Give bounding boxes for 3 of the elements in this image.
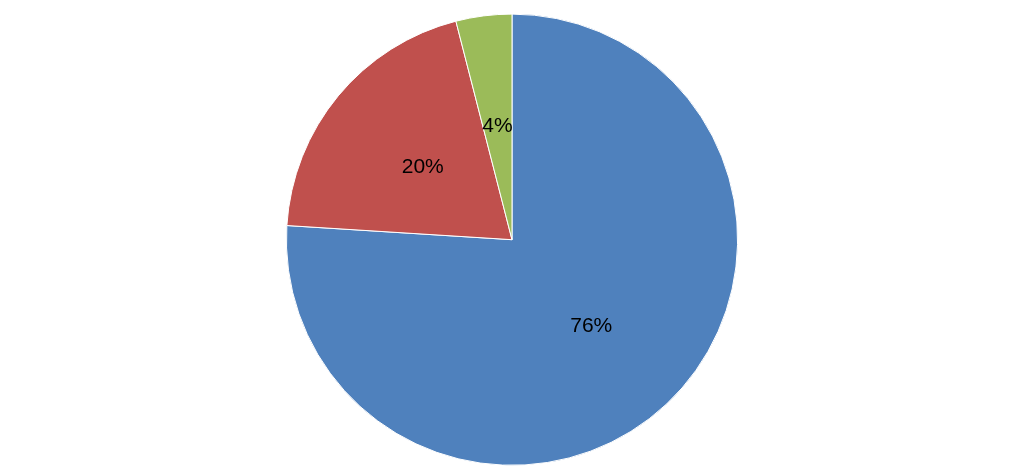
data-label: 76%: [570, 312, 613, 336]
data-label: 4%: [482, 113, 513, 137]
data-label: 20%: [401, 154, 444, 178]
